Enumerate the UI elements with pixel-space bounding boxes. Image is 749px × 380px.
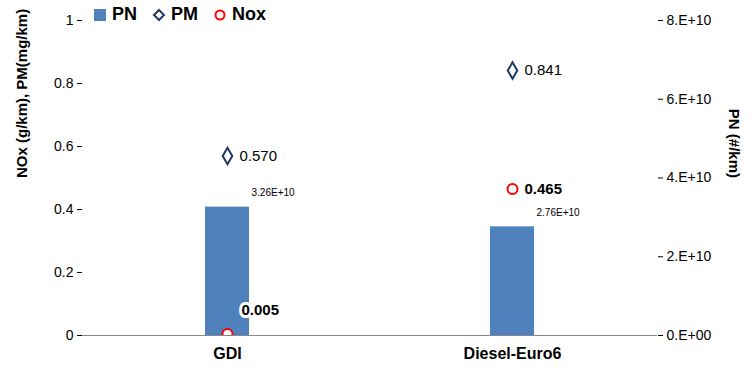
svg-text:6.E+10: 6.E+10 — [667, 91, 712, 107]
svg-text:0.841: 0.841 — [525, 61, 563, 78]
svg-text:0.570: 0.570 — [240, 147, 278, 164]
svg-text:1: 1 — [66, 12, 74, 28]
svg-text:2.76E+10: 2.76E+10 — [537, 207, 581, 218]
svg-text:8.E+10: 8.E+10 — [667, 12, 712, 28]
svg-text:0.465: 0.465 — [525, 180, 563, 197]
svg-text:0.005: 0.005 — [242, 301, 280, 318]
html-text:PN: PN — [112, 4, 137, 24]
html-text:Nox: Nox — [232, 4, 266, 24]
svg-text:0: 0 — [66, 327, 74, 343]
html-text:PM: PM — [171, 4, 198, 24]
svg-text:0.4: 0.4 — [54, 201, 74, 217]
svg-text:3.26E+10: 3.26E+10 — [252, 187, 296, 198]
svg-text:2.E+10: 2.E+10 — [667, 248, 712, 264]
svg-text:NOx (g/km), PM(mg/km): NOx (g/km), PM(mg/km) — [13, 9, 30, 178]
svg-text:Diesel-Euro6: Diesel-Euro6 — [464, 345, 562, 362]
svg-text:0.8: 0.8 — [54, 75, 74, 91]
svg-text:0.2: 0.2 — [54, 264, 74, 280]
svg-text:GDI: GDI — [213, 345, 241, 362]
svg-text:0.E+00: 0.E+00 — [667, 327, 712, 343]
svg-text:PN (#/km): PN (#/km) — [726, 109, 743, 178]
svg-text:4.E+10: 4.E+10 — [667, 169, 712, 185]
svg-text:0.6: 0.6 — [54, 138, 74, 154]
